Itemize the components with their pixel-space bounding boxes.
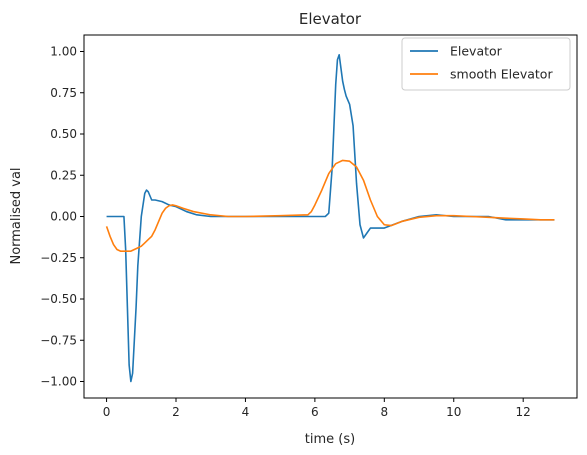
x-tick-label: 0	[103, 405, 111, 419]
y-tick-label: −1.00	[40, 375, 77, 389]
x-tick-label: 10	[446, 405, 461, 419]
y-tick-label: 1.00	[50, 45, 77, 59]
x-tick-label: 8	[380, 405, 388, 419]
y-axis-label: Normalised val	[9, 167, 24, 264]
y-tick-label: 0.25	[50, 168, 77, 182]
legend-label-elevator: Elevator	[450, 44, 503, 59]
x-tick-label: 4	[242, 405, 250, 419]
plot-area	[105, 53, 555, 383]
x-tick-label: 6	[311, 405, 319, 419]
series-line-smooth-elevator	[105, 159, 555, 252]
y-tick-label: −0.25	[40, 251, 77, 265]
y-tick-label: −0.50	[40, 292, 77, 306]
y-tick-label: −0.75	[40, 333, 77, 347]
chart-title: Elevator	[299, 10, 362, 28]
x-tick-label: 12	[516, 405, 531, 419]
legend-box	[401, 37, 571, 91]
y-tick-label: 0.75	[50, 86, 77, 100]
y-tick-label: 0.00	[50, 210, 77, 224]
x-tick-label: 2	[172, 405, 180, 419]
legend: Elevator smooth Elevator	[401, 37, 571, 91]
x-axis-label: time (s)	[305, 432, 355, 447]
y-tick-label: 0.50	[50, 127, 77, 141]
legend-label-smooth-elevator: smooth Elevator	[450, 67, 553, 82]
axes: 0 2 4 6 8 10 12 −1.00 −0.75 −0.50 −0.25 0.00 0.25 0.5…	[40, 34, 578, 419]
